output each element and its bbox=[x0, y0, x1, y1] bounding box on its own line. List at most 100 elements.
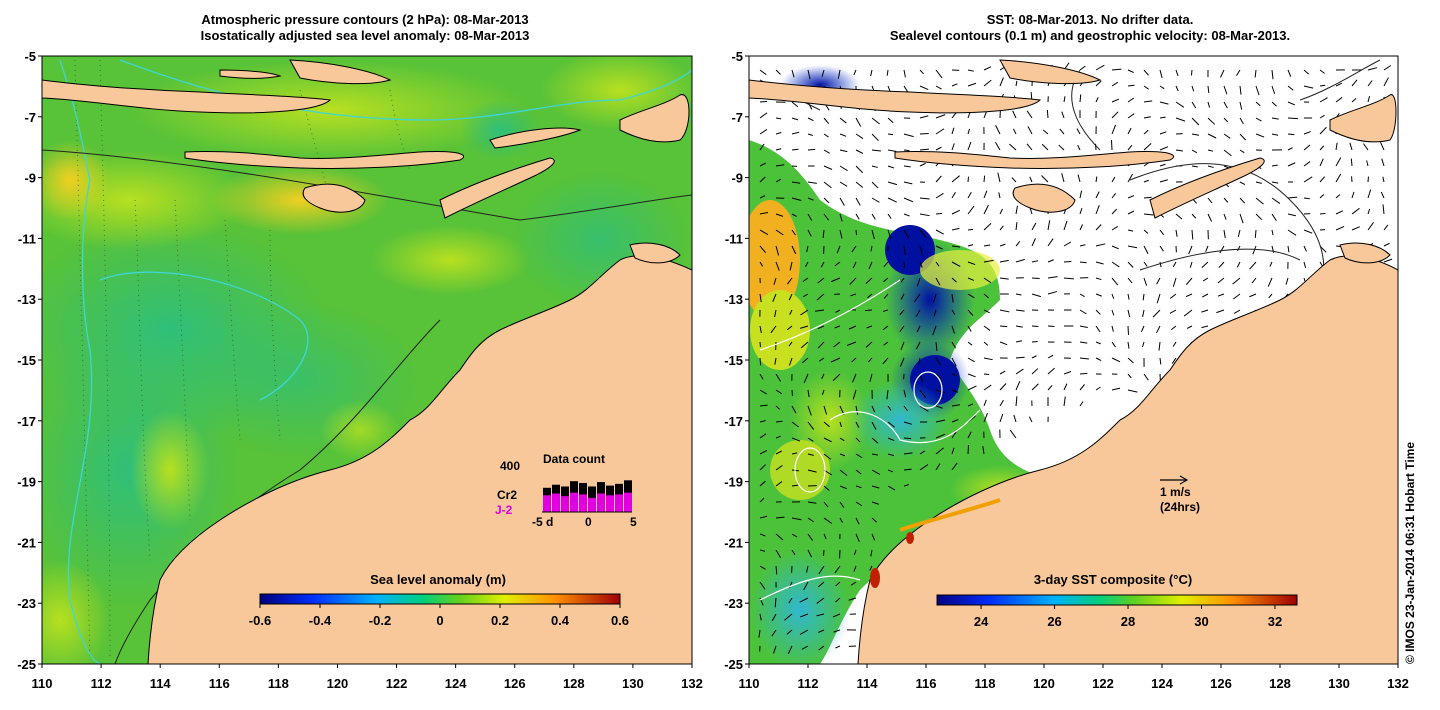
velocity-arrow bbox=[997, 172, 1001, 183]
left-lon-tick-label: 122 bbox=[386, 676, 408, 691]
sst-colorbar-tick-label: 26 bbox=[1047, 614, 1061, 629]
velocity-arrow bbox=[848, 325, 857, 330]
velocity-arrow bbox=[914, 293, 921, 303]
velocity-arrow bbox=[1095, 64, 1105, 71]
velocity-arrow bbox=[967, 444, 970, 455]
velocity-arrow bbox=[1079, 190, 1083, 199]
velocity-arrow bbox=[791, 101, 799, 108]
velocity-arrow bbox=[1271, 197, 1281, 204]
velocity-arrow bbox=[1303, 197, 1310, 200]
velocity-arrow bbox=[1159, 163, 1166, 167]
velocity-arrow bbox=[1383, 258, 1393, 263]
velocity-arrow bbox=[818, 581, 825, 588]
velocity-arrow bbox=[999, 77, 1004, 87]
left-title-line1: Atmospheric pressure contours (2 hPa): 0… bbox=[201, 12, 529, 27]
velocity-arrow bbox=[1191, 133, 1200, 136]
velocity-arrow bbox=[1095, 97, 1099, 103]
velocity-arrow bbox=[967, 228, 974, 231]
velocity-arrow bbox=[1223, 197, 1229, 203]
velocity-arrow bbox=[823, 197, 830, 204]
velocity-arrow bbox=[855, 133, 864, 139]
velocity-arrow bbox=[935, 229, 944, 235]
velocity-arrow bbox=[1061, 111, 1065, 119]
velocity-arrow bbox=[1172, 341, 1177, 347]
velocity-arrow bbox=[967, 431, 972, 439]
velocity-arrow bbox=[846, 341, 857, 346]
velocity-arrow bbox=[818, 645, 825, 651]
velocity-arrow bbox=[999, 277, 1009, 280]
velocity-arrow bbox=[834, 565, 841, 574]
velocity-arrow bbox=[1233, 309, 1241, 314]
velocity-arrow bbox=[855, 453, 863, 459]
left-title-line2: Isostatically adjusted sea level anomaly… bbox=[200, 28, 530, 43]
velocity-arrow bbox=[1202, 277, 1209, 282]
velocity-arrow bbox=[1223, 117, 1229, 123]
velocity-arrow bbox=[1255, 197, 1264, 205]
velocity-arrow bbox=[823, 149, 830, 154]
velocity-arrow bbox=[833, 629, 841, 633]
velocity-arrow bbox=[759, 100, 768, 103]
velocity-arrow bbox=[871, 117, 880, 125]
sla-colorbar-tick-label: -0.6 bbox=[249, 613, 271, 628]
velocity-arrow bbox=[1063, 220, 1068, 231]
velocity-arrow bbox=[1127, 245, 1138, 249]
velocity-arrow bbox=[1015, 380, 1021, 391]
velocity-arrow bbox=[1079, 325, 1088, 328]
velocity-arrow bbox=[823, 213, 830, 221]
velocity-arrow bbox=[805, 261, 809, 267]
velocity-arrow bbox=[903, 69, 906, 78]
velocity-arrow bbox=[899, 309, 905, 316]
velocity-arrow bbox=[1012, 110, 1017, 119]
velocity-arrow bbox=[1335, 225, 1345, 231]
right-title-line2: Sealevel contours (0.1 m) and geostrophi… bbox=[889, 28, 1291, 43]
velocity-arrow bbox=[1287, 245, 1290, 253]
australia-mainland bbox=[147, 255, 692, 664]
velocity-arrow bbox=[887, 197, 897, 203]
velocity-arrow bbox=[1063, 277, 1074, 280]
velocity-arrow bbox=[868, 261, 873, 270]
velocity-arrow bbox=[1095, 357, 1102, 362]
velocity-arrow bbox=[821, 69, 825, 77]
velocity-arrow bbox=[1188, 245, 1193, 255]
right-lat-tick-label: -7 bbox=[731, 110, 743, 125]
left-lat-tick-label: -21 bbox=[17, 535, 36, 550]
velocity-arrow bbox=[791, 421, 799, 428]
velocity-arrow bbox=[951, 419, 959, 423]
velocity-arrow bbox=[759, 261, 764, 267]
velocity-arrow bbox=[807, 405, 812, 416]
velocity-arrow bbox=[983, 384, 992, 391]
velocity-arrow bbox=[1201, 325, 1209, 329]
velocity-arrow bbox=[919, 197, 930, 200]
velocity-arrow bbox=[1095, 261, 1104, 265]
velocity-arrow bbox=[1335, 194, 1341, 199]
velocity-arrow bbox=[1156, 277, 1161, 285]
velocity-arrow bbox=[1143, 277, 1148, 286]
right-title-line1: SST: 08-Mar-2013. No drifter data. bbox=[986, 12, 1194, 27]
velocity-arrow bbox=[1015, 325, 1023, 328]
velocity-arrow bbox=[919, 213, 930, 217]
velocity-arrow bbox=[1046, 109, 1049, 119]
velocity-arrow bbox=[791, 437, 801, 442]
velocity-arrow bbox=[999, 370, 1006, 375]
velocity-arrow bbox=[1047, 367, 1055, 375]
velocity-arrow bbox=[1028, 416, 1033, 423]
velocity-arrow bbox=[1287, 101, 1296, 106]
velocity-arrow bbox=[791, 405, 797, 414]
sla-colorbar-tick-label: -0.2 bbox=[369, 613, 391, 628]
velocity-arrow bbox=[1287, 162, 1296, 167]
velocity-arrow bbox=[1319, 212, 1326, 215]
velocity-arrow bbox=[935, 405, 943, 409]
velocity-arrow bbox=[1143, 229, 1149, 234]
data-count-xtick-5: 5 bbox=[630, 515, 637, 529]
velocity-arrow bbox=[1127, 341, 1130, 349]
velocity-arrow bbox=[1268, 293, 1273, 299]
left-lat-tick-label: -7 bbox=[24, 110, 36, 125]
right-lat-tick-label: -5 bbox=[731, 49, 743, 64]
velocity-arrow bbox=[903, 245, 906, 256]
velocity-arrow bbox=[1015, 356, 1025, 359]
velocity-arrow bbox=[1127, 69, 1134, 73]
velocity-arrow bbox=[935, 419, 946, 423]
velocity-arrow bbox=[1031, 368, 1039, 375]
velocity-arrow bbox=[818, 629, 825, 633]
velocity-arrow bbox=[887, 437, 895, 442]
